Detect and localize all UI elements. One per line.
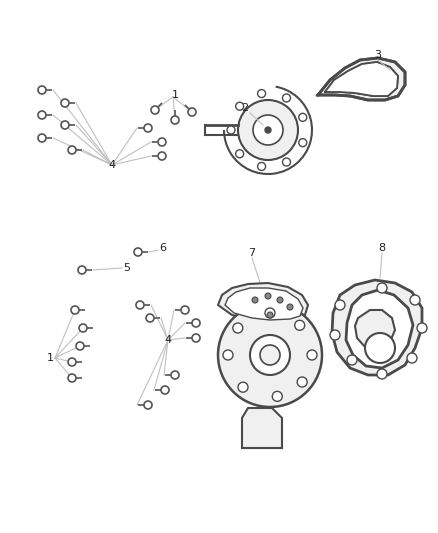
Polygon shape (355, 310, 395, 350)
Circle shape (265, 293, 271, 299)
Text: 2: 2 (241, 103, 248, 113)
Polygon shape (225, 288, 303, 320)
Circle shape (61, 121, 69, 129)
Circle shape (335, 300, 345, 310)
Circle shape (252, 297, 258, 303)
Circle shape (377, 283, 387, 293)
Circle shape (171, 116, 179, 124)
Circle shape (407, 353, 417, 363)
Circle shape (283, 94, 290, 102)
Circle shape (227, 126, 235, 134)
Circle shape (223, 350, 233, 360)
Circle shape (267, 312, 273, 318)
Circle shape (377, 369, 387, 379)
Polygon shape (346, 290, 413, 368)
Circle shape (410, 295, 420, 305)
Circle shape (171, 371, 179, 379)
Circle shape (283, 158, 290, 166)
Circle shape (265, 127, 271, 133)
Circle shape (161, 386, 169, 394)
Circle shape (260, 345, 280, 365)
Circle shape (233, 323, 243, 333)
Circle shape (68, 374, 76, 382)
Circle shape (297, 377, 307, 387)
Circle shape (238, 382, 248, 392)
Polygon shape (318, 58, 405, 100)
Circle shape (277, 297, 283, 303)
Circle shape (136, 301, 144, 309)
Circle shape (272, 391, 283, 401)
Circle shape (158, 138, 166, 146)
Polygon shape (332, 280, 422, 375)
Circle shape (417, 323, 427, 333)
Text: 1: 1 (46, 353, 53, 363)
Circle shape (236, 102, 244, 110)
Circle shape (144, 124, 152, 132)
Circle shape (192, 334, 200, 342)
Polygon shape (325, 62, 398, 96)
Circle shape (158, 152, 166, 160)
Circle shape (68, 358, 76, 366)
Text: 6: 6 (159, 243, 166, 253)
Circle shape (253, 115, 283, 145)
Circle shape (78, 266, 86, 274)
Circle shape (38, 134, 46, 142)
Circle shape (76, 342, 84, 350)
Circle shape (71, 306, 79, 314)
Circle shape (365, 333, 395, 363)
Polygon shape (242, 408, 282, 448)
Circle shape (287, 304, 293, 310)
Circle shape (295, 320, 305, 330)
Circle shape (144, 401, 152, 409)
Text: 5: 5 (124, 263, 131, 273)
Circle shape (181, 306, 189, 314)
Text: 1: 1 (172, 90, 179, 100)
Circle shape (218, 303, 322, 407)
Circle shape (265, 308, 275, 318)
Circle shape (330, 330, 340, 340)
Circle shape (61, 99, 69, 107)
Text: 3: 3 (374, 50, 381, 60)
Circle shape (68, 146, 76, 154)
Circle shape (146, 314, 154, 322)
Circle shape (347, 355, 357, 365)
Circle shape (38, 86, 46, 94)
Circle shape (258, 163, 265, 171)
Circle shape (307, 350, 317, 360)
Circle shape (151, 106, 159, 114)
Circle shape (258, 90, 265, 98)
Text: 4: 4 (109, 160, 116, 170)
Circle shape (299, 114, 307, 122)
Text: 7: 7 (248, 248, 255, 258)
Circle shape (38, 111, 46, 119)
Circle shape (134, 248, 142, 256)
Text: 8: 8 (378, 243, 385, 253)
Circle shape (79, 324, 87, 332)
Polygon shape (218, 283, 308, 322)
Circle shape (238, 100, 298, 160)
Circle shape (192, 319, 200, 327)
Circle shape (188, 108, 196, 116)
Text: 4: 4 (164, 335, 172, 345)
Circle shape (250, 335, 290, 375)
Circle shape (299, 139, 307, 147)
Circle shape (236, 150, 244, 158)
